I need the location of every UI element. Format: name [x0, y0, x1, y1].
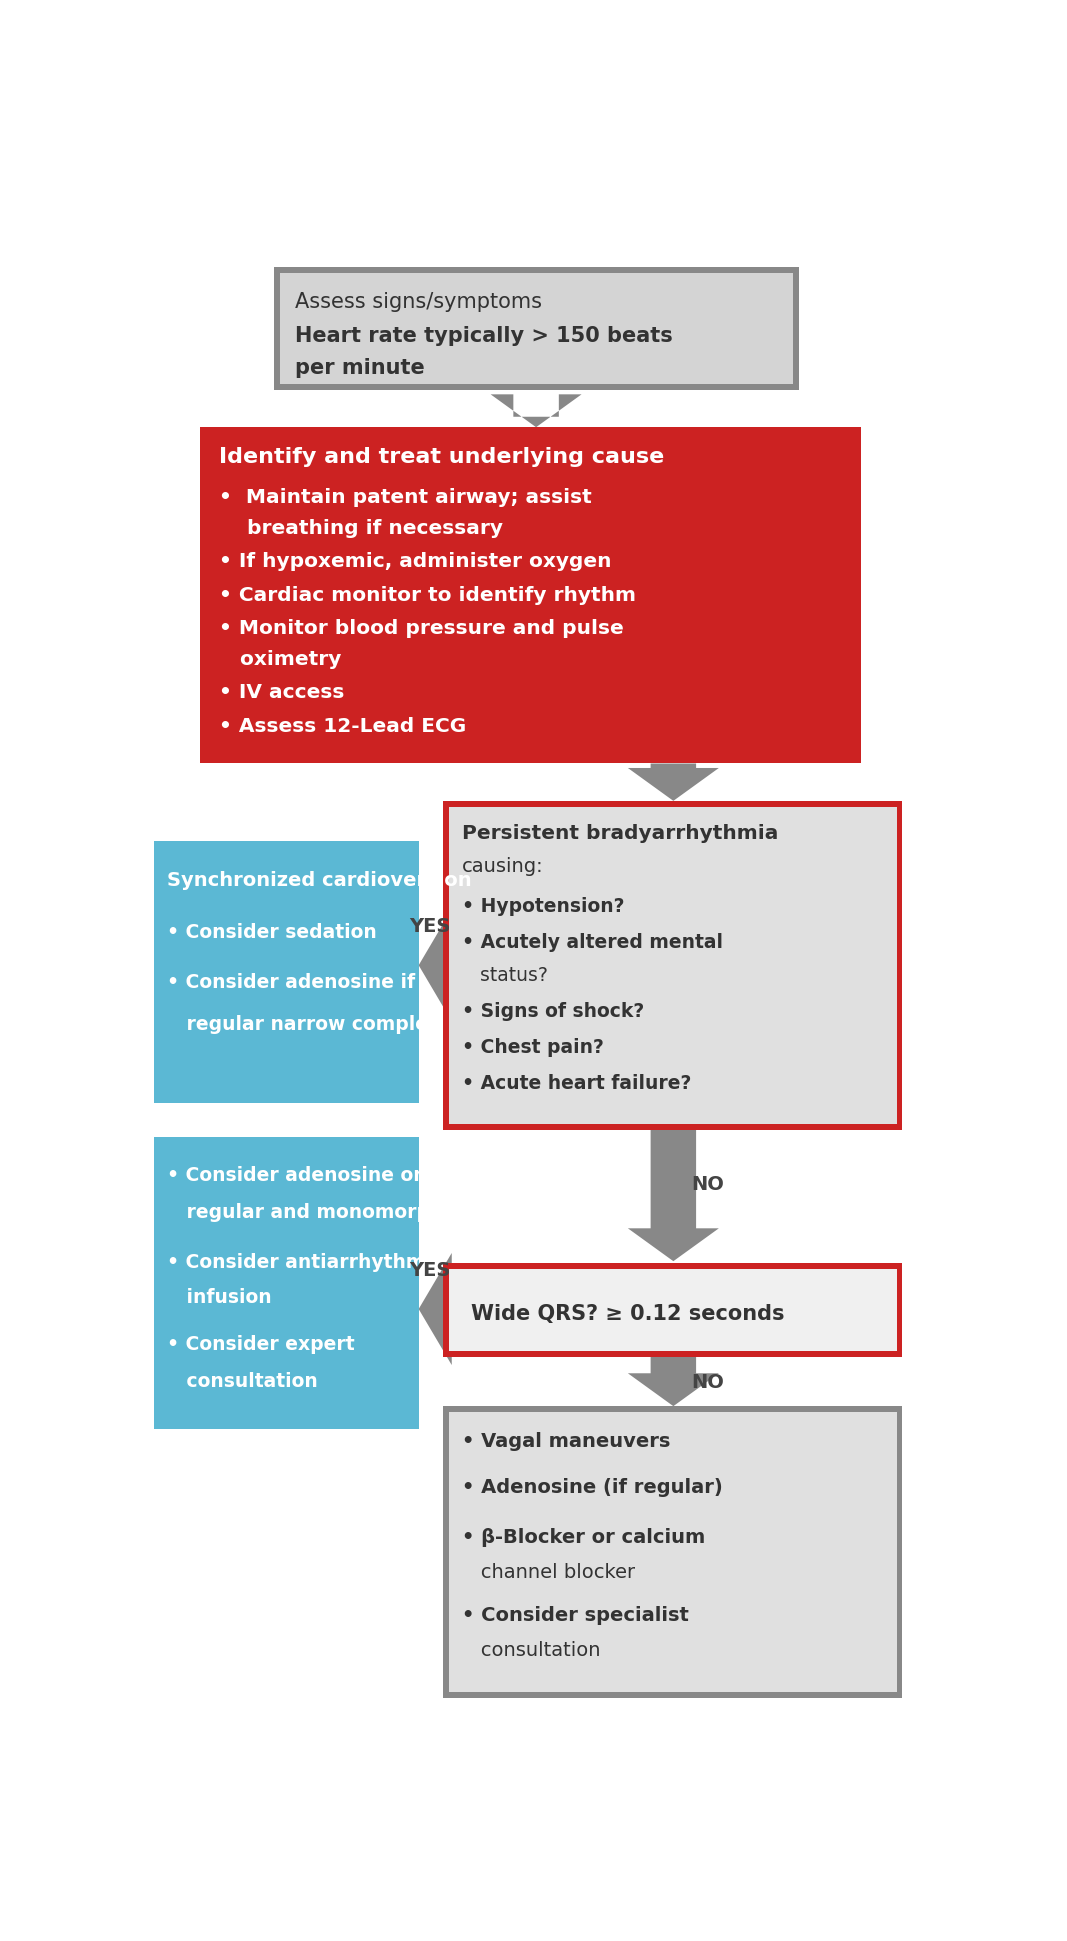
Text: • If hypoxemic, administer oxygen: • If hypoxemic, administer oxygen	[220, 553, 611, 571]
FancyBboxPatch shape	[280, 274, 793, 384]
FancyBboxPatch shape	[444, 1264, 903, 1357]
FancyBboxPatch shape	[154, 840, 418, 1102]
Text: • Cardiac monitor to identify rhythm: • Cardiac monitor to identify rhythm	[220, 586, 636, 606]
Text: Wide QRS? ≥ 0.12 seconds: Wide QRS? ≥ 0.12 seconds	[471, 1304, 784, 1324]
Text: • Hypotension?: • Hypotension?	[462, 897, 624, 916]
Polygon shape	[418, 908, 451, 1021]
Text: • Adenosine (if regular): • Adenosine (if regular)	[462, 1479, 722, 1497]
Text: • Consider adenosine if: • Consider adenosine if	[168, 972, 415, 992]
Text: consultation: consultation	[462, 1642, 601, 1660]
Text: • Assess 12-Lead ECG: • Assess 12-Lead ECG	[220, 716, 466, 736]
Text: • Chest pain?: • Chest pain?	[462, 1038, 604, 1058]
Polygon shape	[491, 394, 582, 427]
Polygon shape	[627, 1130, 719, 1262]
Text: • Consider antiarrhythmic: • Consider antiarrhythmic	[168, 1254, 443, 1271]
Text: NO: NO	[691, 1176, 724, 1194]
Text: NO: NO	[691, 1372, 724, 1392]
FancyBboxPatch shape	[160, 1143, 413, 1423]
FancyBboxPatch shape	[154, 1137, 418, 1429]
Text: Persistent bradyarrhythmia: Persistent bradyarrhythmia	[462, 825, 778, 842]
FancyBboxPatch shape	[444, 1405, 903, 1698]
Text: • Consider adenosine only if: • Consider adenosine only if	[168, 1165, 466, 1184]
FancyBboxPatch shape	[449, 807, 896, 1124]
Text: regular narrow complex: regular narrow complex	[168, 1015, 441, 1035]
Text: YES: YES	[409, 916, 450, 936]
Text: status?: status?	[462, 965, 547, 984]
Polygon shape	[418, 1254, 451, 1365]
Text: Heart rate typically > 150 beats: Heart rate typically > 150 beats	[294, 326, 672, 345]
Text: • Consider specialist: • Consider specialist	[462, 1607, 688, 1625]
Polygon shape	[627, 1357, 719, 1405]
FancyBboxPatch shape	[160, 846, 413, 1097]
Text: YES: YES	[409, 1260, 450, 1279]
FancyBboxPatch shape	[449, 1413, 896, 1693]
Text: consultation: consultation	[168, 1372, 318, 1392]
Text: regular and monomorphic: regular and monomorphic	[168, 1203, 461, 1223]
FancyBboxPatch shape	[449, 1269, 896, 1351]
Text: Synchronized cardioversion: Synchronized cardioversion	[168, 872, 472, 889]
Text: • Monitor blood pressure and pulse: • Monitor blood pressure and pulse	[220, 619, 624, 639]
Text: Identify and treat underlying cause: Identify and treat underlying cause	[220, 448, 665, 468]
FancyBboxPatch shape	[200, 427, 861, 763]
Text: channel blocker: channel blocker	[462, 1563, 635, 1582]
Polygon shape	[627, 763, 719, 802]
Text: • IV access: • IV access	[220, 683, 345, 703]
Text: oximetry: oximetry	[220, 650, 341, 670]
Text: • Consider expert: • Consider expert	[168, 1335, 355, 1353]
Text: • Acutely altered mental: • Acutely altered mental	[462, 934, 722, 951]
Text: Assess signs/symptoms: Assess signs/symptoms	[294, 291, 542, 313]
FancyBboxPatch shape	[274, 268, 799, 390]
Text: infusion: infusion	[168, 1289, 272, 1306]
Text: • Acute heart failure?: • Acute heart failure?	[462, 1073, 691, 1093]
Text: • β-Blocker or calcium: • β-Blocker or calcium	[462, 1528, 705, 1547]
FancyBboxPatch shape	[205, 433, 856, 757]
FancyBboxPatch shape	[444, 802, 903, 1130]
Text: causing:: causing:	[462, 858, 543, 875]
Text: • Signs of shock?: • Signs of shock?	[462, 1002, 644, 1021]
Text: breathing if necessary: breathing if necessary	[220, 518, 504, 538]
Text: • Vagal maneuvers: • Vagal maneuvers	[462, 1432, 670, 1450]
Text: per minute: per minute	[294, 357, 425, 378]
Text: •  Maintain patent airway; assist: • Maintain patent airway; assist	[220, 489, 592, 507]
Text: • Consider sedation: • Consider sedation	[168, 924, 377, 941]
